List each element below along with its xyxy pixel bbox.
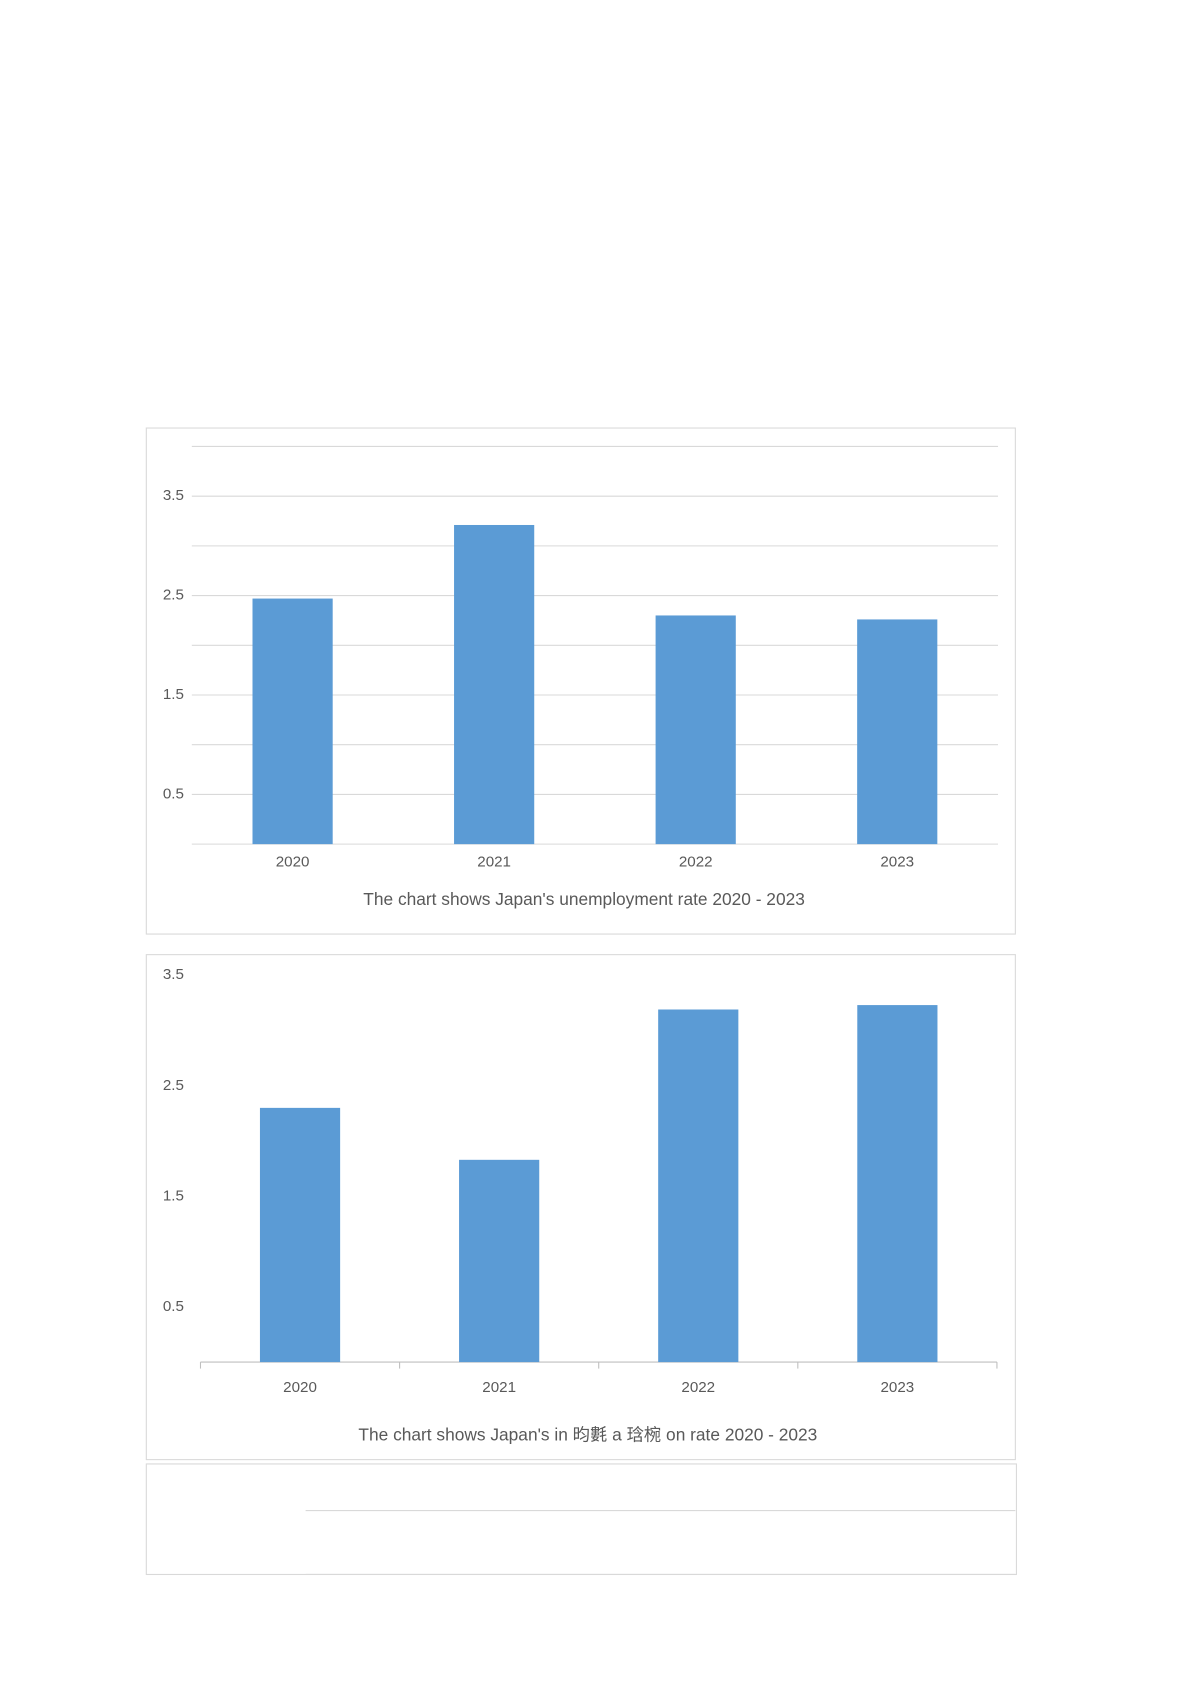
y-tick-label: 0.5 (163, 785, 184, 802)
y-tick-label: 0.5 (163, 1298, 184, 1315)
x-tick-label: 2022 (679, 854, 713, 871)
y-tick-label: 3.5 (163, 487, 184, 504)
chart-caption: The chart shows Japan's unemployment rat… (363, 889, 805, 909)
x-tick-label: 2020 (283, 1379, 317, 1396)
y-tick-label: 3.5 (163, 966, 184, 983)
chart-frame (145, 1463, 1017, 1576)
x-tick-label: 2023 (880, 854, 914, 871)
y-tick-label: 2.5 (163, 1077, 184, 1094)
bar (252, 598, 333, 845)
x-tick-label: 2023 (881, 1379, 915, 1396)
chart-caption: The chart shows Japan's in 昀氀 a 琀椀 on ra… (358, 1424, 817, 1444)
bar (658, 1009, 739, 1363)
bar (259, 1107, 341, 1363)
bar (454, 524, 535, 845)
x-tick-label: 2021 (482, 1379, 516, 1396)
bar (857, 1005, 938, 1363)
y-tick-label: 2.5 (163, 587, 184, 604)
y-tick-label: 1.5 (163, 686, 184, 703)
x-tick-label: 2020 (276, 854, 310, 871)
bar (857, 619, 938, 845)
bar (459, 1159, 540, 1363)
y-tick-label: 1.5 (163, 1187, 184, 1204)
x-tick-label: 2022 (681, 1379, 715, 1396)
x-tick-label: 2021 (477, 854, 511, 871)
bar (655, 615, 736, 845)
